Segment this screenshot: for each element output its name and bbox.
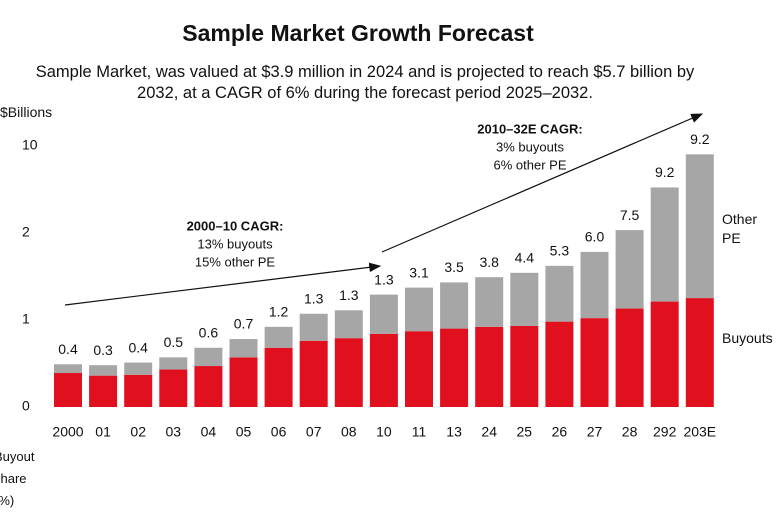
bar-segment bbox=[650, 187, 679, 302]
bar-segment bbox=[440, 282, 469, 329]
bar-segment bbox=[369, 294, 398, 334]
y-tick-label: 2 bbox=[22, 223, 30, 239]
x-tick-label: 08 bbox=[341, 424, 357, 440]
total-label: 6.0 bbox=[585, 229, 605, 245]
arrow bbox=[381, 113, 704, 253]
total-label: 3.5 bbox=[444, 259, 464, 275]
bar-segment bbox=[405, 331, 433, 407]
bar-segment bbox=[194, 347, 223, 367]
bar-segment bbox=[124, 374, 153, 407]
bar-segment bbox=[685, 154, 714, 299]
bar-segment bbox=[510, 272, 539, 326]
total-label: 0.5 bbox=[164, 334, 184, 350]
annotation: 2000–10 CAGR: bbox=[187, 218, 284, 233]
x-tick-label: 05 bbox=[236, 424, 252, 440]
total-label: 9.2 bbox=[690, 131, 710, 147]
bar-segment bbox=[159, 369, 188, 407]
annotation: 2010–32E CAGR: bbox=[477, 121, 583, 136]
bar-segment bbox=[299, 340, 328, 407]
bar-segment bbox=[650, 301, 679, 407]
bar-segment bbox=[54, 373, 82, 407]
x-tick-label: 27 bbox=[587, 424, 603, 440]
bar-segment bbox=[89, 365, 118, 376]
total-label: 9.2 bbox=[655, 164, 675, 180]
chart-title: Sample Market Growth Forecast bbox=[182, 20, 534, 46]
total-label: 1.3 bbox=[374, 271, 394, 287]
bar-segment bbox=[405, 287, 433, 332]
x-tick-label: 26 bbox=[552, 424, 568, 440]
x-tick-label: 13 bbox=[446, 424, 462, 440]
bar-segment bbox=[194, 366, 223, 407]
legend-entry: Other PE bbox=[722, 211, 758, 246]
y-tick-label: 10 bbox=[22, 136, 38, 152]
total-label: 1.3 bbox=[339, 287, 359, 303]
y-tick-label: 1 bbox=[22, 311, 30, 327]
annotation: 15% other PE bbox=[195, 254, 276, 269]
x-tick-label: 02 bbox=[130, 424, 146, 440]
annotation: 13% buyouts bbox=[197, 236, 273, 251]
arrow bbox=[64, 262, 382, 306]
x-tick-label: 2000 bbox=[52, 424, 83, 440]
y-axis-title: $Billions bbox=[0, 104, 53, 120]
x-tick-label: 01 bbox=[95, 424, 111, 440]
total-label: 3.8 bbox=[479, 254, 499, 270]
x-tick-label: 28 bbox=[622, 424, 638, 440]
bar-segment bbox=[615, 230, 644, 309]
bar-segment bbox=[369, 333, 398, 407]
bar-segment bbox=[229, 339, 258, 358]
x-tick-label: 10 bbox=[376, 424, 392, 440]
bar-segment bbox=[334, 338, 363, 407]
bar-segment bbox=[580, 251, 609, 319]
bar-segment bbox=[615, 308, 644, 407]
annotation: 6% other PE bbox=[494, 157, 567, 172]
bar-segment bbox=[580, 318, 609, 407]
total-label: 7.5 bbox=[620, 207, 640, 223]
total-label: 0.4 bbox=[58, 341, 78, 357]
y-tick-label: 0 bbox=[22, 398, 30, 414]
x-tick-label: 03 bbox=[166, 424, 182, 440]
bar-segment bbox=[510, 325, 539, 407]
bar-segment bbox=[685, 298, 714, 407]
bar-segment bbox=[440, 328, 469, 407]
total-label: 0.4 bbox=[128, 339, 148, 355]
bar-segment bbox=[475, 277, 504, 327]
bar-segment bbox=[545, 265, 574, 322]
x-tick-label: 11 bbox=[412, 424, 427, 440]
total-label: 0.3 bbox=[93, 342, 113, 358]
bar-segment bbox=[89, 375, 118, 407]
x-tick-label: 07 bbox=[306, 424, 322, 440]
x-tick-label: 24 bbox=[481, 424, 497, 440]
legend-entry: Buyouts bbox=[722, 330, 773, 346]
x-tick-label: 06 bbox=[271, 424, 287, 440]
x-axis-title: Buyout share (%) bbox=[0, 449, 35, 508]
total-label: 3.1 bbox=[409, 264, 429, 280]
bar-segment bbox=[475, 326, 504, 407]
x-tick-label: 203E bbox=[683, 424, 716, 440]
total-label: 0.7 bbox=[234, 316, 254, 332]
total-label: 1.3 bbox=[304, 290, 324, 306]
bar-segment bbox=[159, 357, 188, 370]
bar-segment bbox=[229, 357, 258, 407]
total-label: 1.2 bbox=[269, 304, 289, 320]
bar-segment bbox=[264, 326, 293, 348]
total-label: 5.3 bbox=[550, 243, 570, 259]
x-tick-label: 292 bbox=[653, 424, 677, 440]
total-label: 4.4 bbox=[515, 250, 535, 266]
x-tick-label: 04 bbox=[201, 424, 217, 440]
bar-segment bbox=[54, 364, 82, 374]
bar-segment bbox=[124, 362, 153, 375]
subtitle: Sample Market, was valued at $3.9 millio… bbox=[35, 63, 695, 102]
bar-segment bbox=[545, 321, 574, 407]
bar-segment bbox=[264, 347, 293, 407]
total-label: 0.6 bbox=[199, 324, 219, 340]
annotation: 3% buyouts bbox=[496, 139, 564, 154]
bar-segment bbox=[299, 313, 328, 341]
x-tick-label: 25 bbox=[517, 424, 533, 440]
bar-segment bbox=[334, 310, 363, 339]
